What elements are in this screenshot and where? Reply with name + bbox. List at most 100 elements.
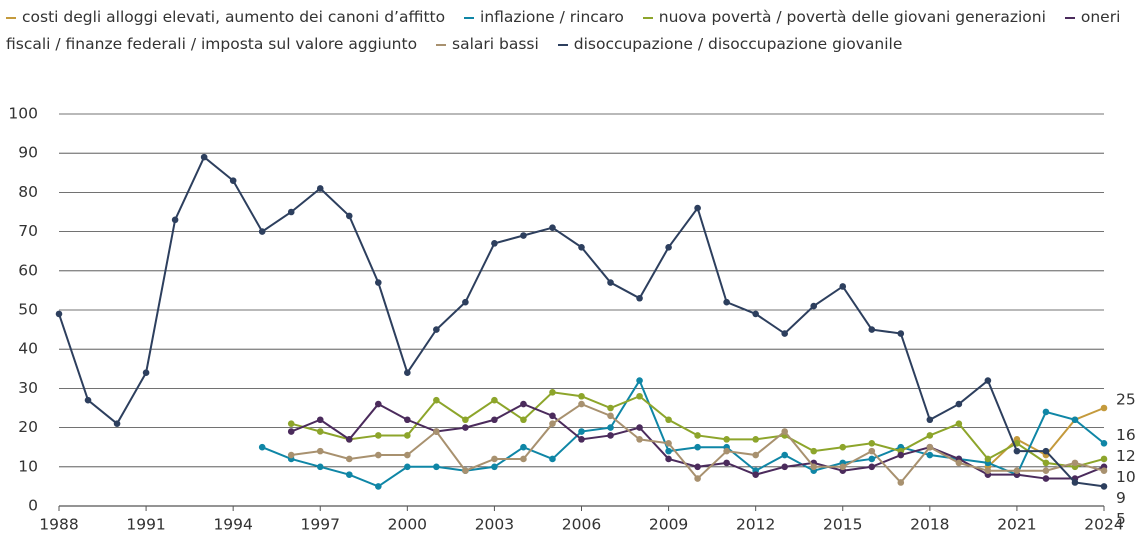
data-point — [520, 232, 527, 239]
legend-swatch — [1064, 16, 1075, 19]
data-point — [200, 153, 208, 161]
legend-item: oneri fiscali / finanze federali / impos… — [6, 8, 1120, 53]
data-point — [839, 283, 847, 290]
data-point — [984, 467, 992, 475]
x-tick-label: 2021 — [997, 516, 1036, 534]
data-point — [607, 279, 614, 286]
legend-label: salari bassi — [452, 35, 539, 53]
data-point — [229, 177, 237, 184]
data-point — [491, 396, 498, 404]
data-point — [462, 416, 469, 424]
data-point — [1042, 475, 1050, 482]
data-point — [462, 467, 469, 475]
data-point — [636, 424, 643, 431]
data-point — [433, 463, 440, 471]
data-point — [142, 369, 150, 377]
data-point — [287, 420, 295, 427]
data-point — [926, 416, 934, 424]
data-point — [578, 400, 585, 408]
y-tick-label: 40 — [18, 340, 38, 358]
y-tick-label: 70 — [18, 222, 38, 240]
data-point — [1013, 467, 1021, 475]
data-point — [316, 185, 324, 192]
legend-label: nuova povertà / povertà delle giovani ge… — [658, 8, 1046, 26]
data-point — [491, 455, 498, 463]
data-point — [375, 483, 382, 490]
data-point — [1071, 479, 1079, 486]
y-tick-label: 30 — [18, 379, 38, 397]
data-point — [868, 447, 876, 455]
data-point — [258, 443, 266, 451]
data-point — [607, 404, 614, 412]
data-point — [549, 224, 556, 231]
data-point — [723, 459, 730, 467]
data-point — [1100, 455, 1108, 463]
data-point — [549, 420, 556, 427]
data-point — [1100, 404, 1108, 412]
data-point — [549, 455, 556, 463]
data-point — [1013, 447, 1021, 455]
legend-item: nuova povertà / povertà delle giovani ge… — [642, 8, 1046, 26]
data-point — [752, 471, 759, 478]
y-tick-label: 60 — [18, 261, 38, 279]
x-tick-label: 2009 — [649, 516, 688, 534]
data-point — [491, 416, 498, 424]
legend-swatch — [557, 43, 568, 46]
x-tick-label: 1991 — [126, 516, 165, 534]
legend: costi degli alloggi elevati, aumento dei… — [6, 4, 1126, 58]
data-point — [316, 463, 324, 471]
data-point — [345, 455, 353, 463]
data-point — [578, 243, 585, 251]
data-point — [520, 400, 527, 408]
data-point — [462, 298, 469, 306]
data-point — [781, 428, 788, 435]
y-tick-label: 100 — [8, 105, 38, 123]
data-point — [549, 389, 556, 396]
y-tick-label: 50 — [18, 301, 38, 319]
data-point — [984, 377, 992, 384]
x-tick-label: 1997 — [301, 516, 340, 534]
data-point — [955, 400, 963, 408]
data-point — [433, 326, 440, 333]
data-point — [868, 463, 876, 471]
series-line — [261, 378, 1105, 488]
data-point — [1042, 459, 1050, 467]
data-point — [607, 412, 614, 420]
data-point — [316, 416, 324, 424]
data-point — [665, 243, 672, 251]
data-point — [781, 451, 788, 459]
legend-swatch — [436, 43, 447, 46]
data-point — [636, 392, 643, 400]
data-point — [84, 396, 92, 404]
data-point — [636, 294, 643, 302]
data-point — [868, 455, 876, 463]
x-tick-label: 2000 — [388, 516, 427, 534]
end-label: 9 — [1116, 489, 1126, 507]
x-tick-label: 1988 — [39, 516, 78, 534]
data-point — [316, 428, 324, 435]
legend-swatch — [6, 16, 16, 19]
data-point — [839, 463, 847, 471]
legend-item: disoccupazione / disoccupazione giovanil… — [557, 35, 903, 53]
data-point — [955, 420, 963, 427]
data-point — [723, 436, 730, 443]
data-point — [752, 451, 759, 459]
data-point — [113, 420, 121, 427]
data-point — [375, 279, 382, 286]
data-point — [1042, 408, 1050, 416]
x-tick-label: 2018 — [910, 516, 949, 534]
legend-swatch — [464, 16, 475, 19]
data-point — [287, 428, 295, 435]
data-point — [491, 240, 498, 247]
data-point — [665, 416, 672, 424]
data-point — [839, 443, 847, 451]
legend-item: costi degli alloggi elevati, aumento dei… — [6, 8, 445, 26]
x-tick-label: 2024 — [1084, 516, 1123, 534]
x-tick-label: 2003 — [475, 516, 514, 534]
data-point — [433, 428, 440, 435]
data-point — [520, 416, 527, 424]
legend-label: disoccupazione / disoccupazione giovanil… — [573, 35, 903, 53]
data-point — [287, 208, 295, 216]
y-tick-label: 20 — [18, 418, 38, 436]
